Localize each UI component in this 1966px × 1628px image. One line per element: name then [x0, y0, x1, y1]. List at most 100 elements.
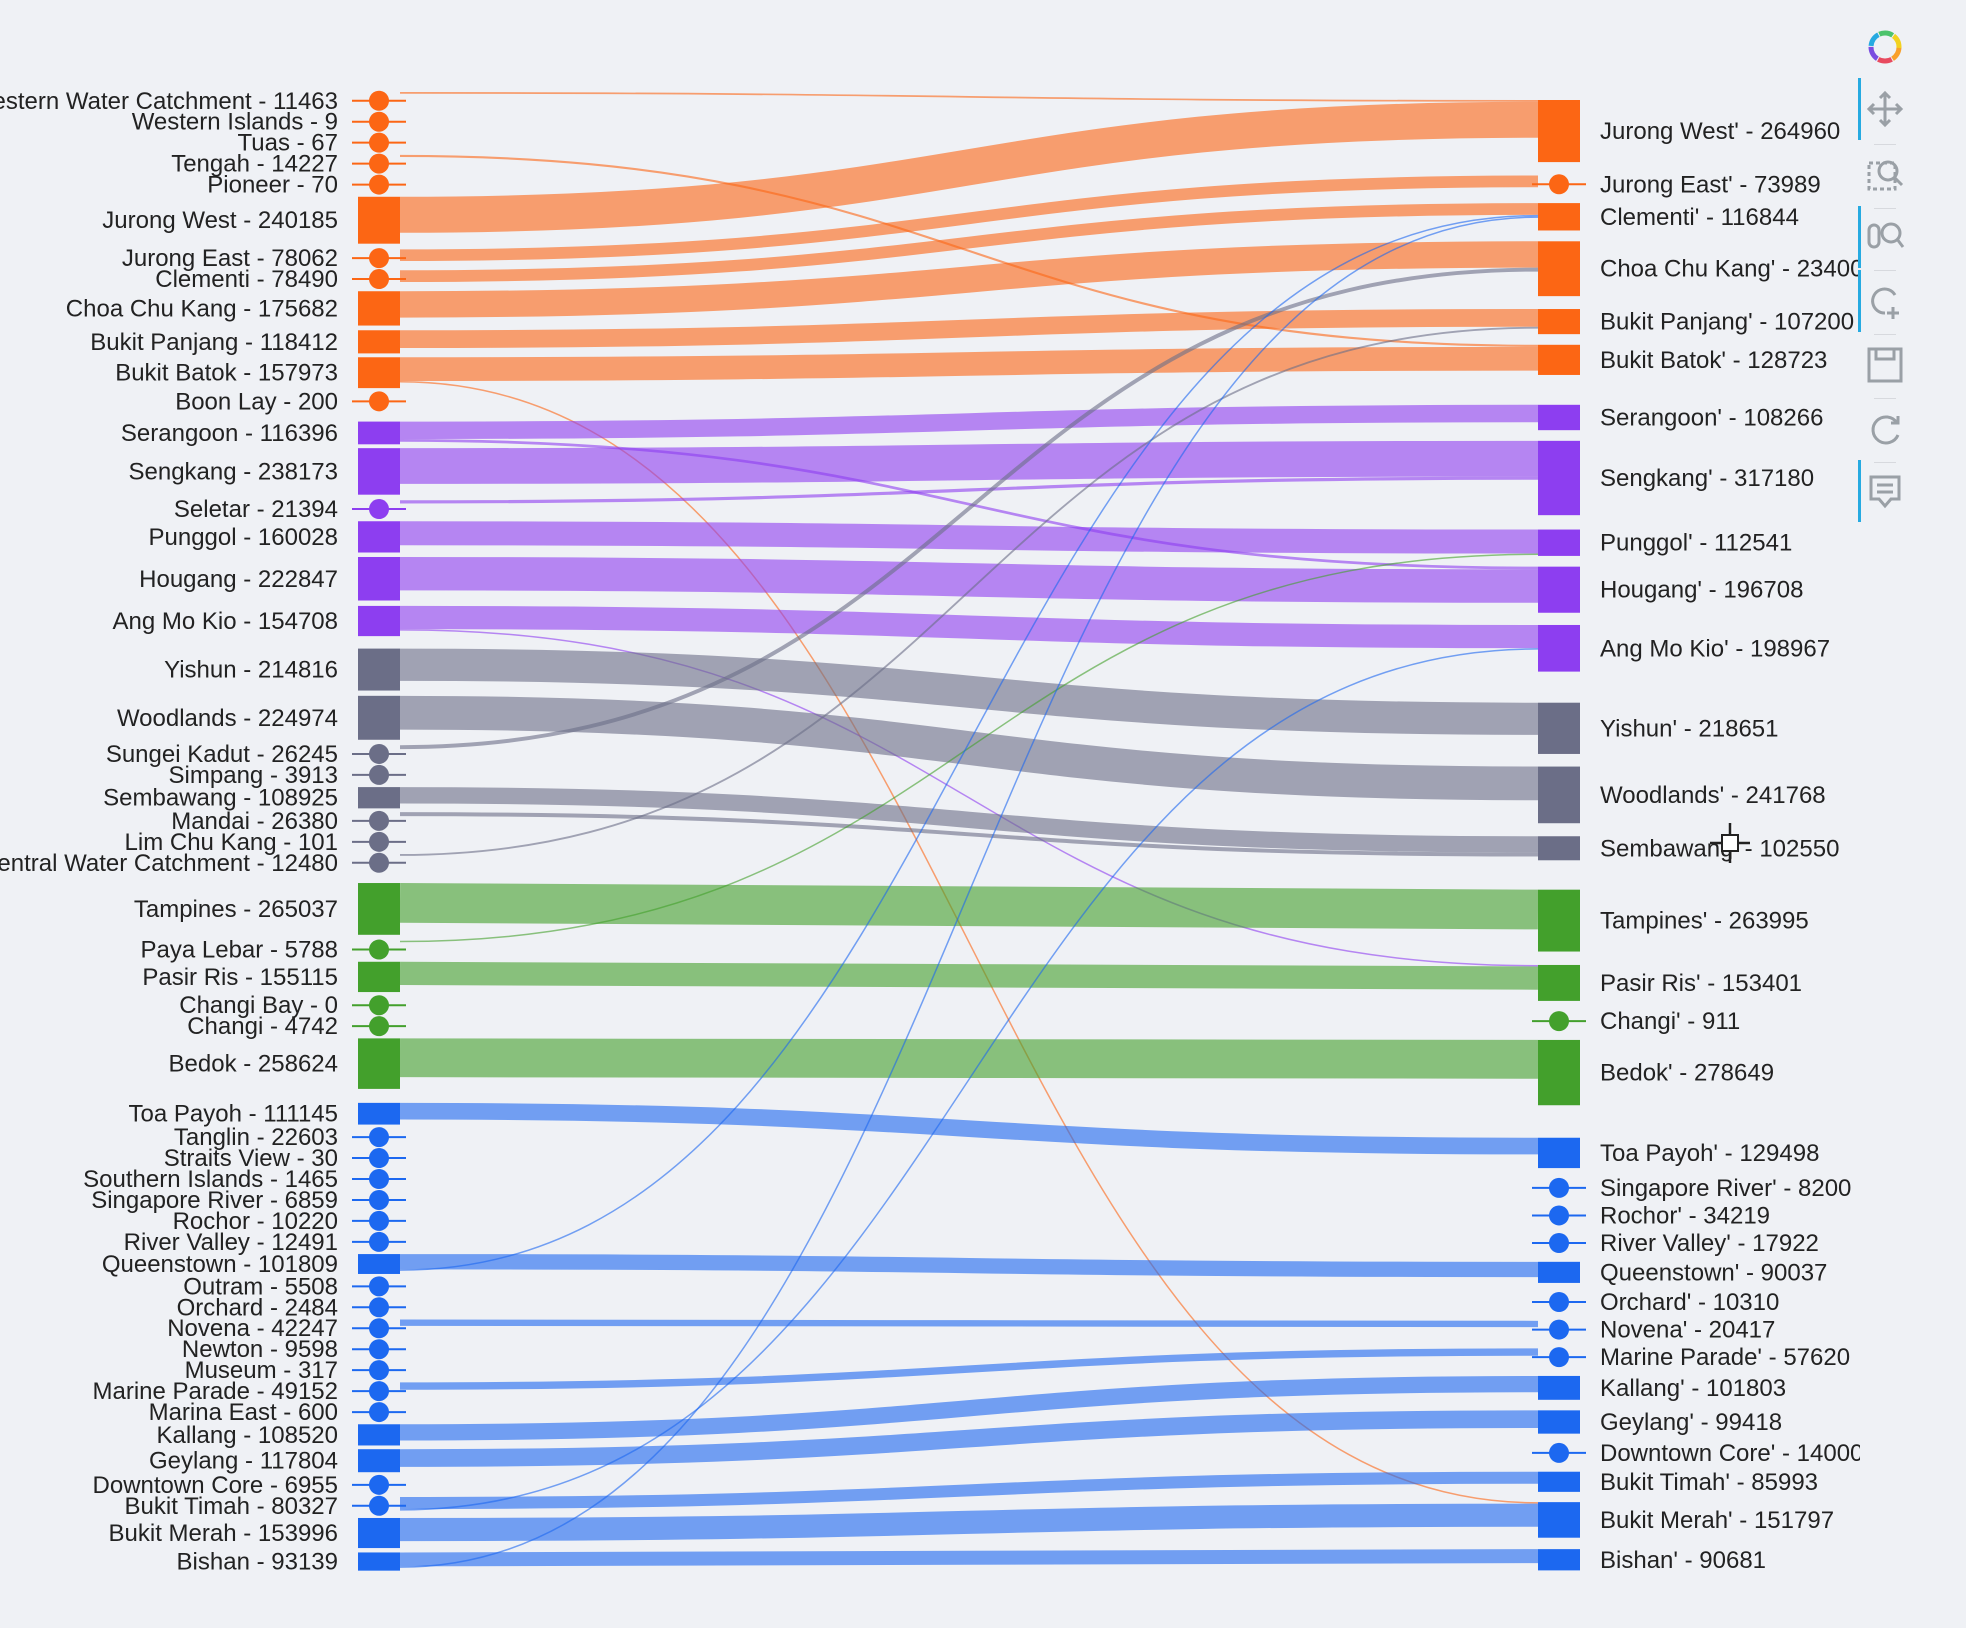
link-jurong-west-to-jurong-west[interactable] [399, 101, 1539, 233]
link-bukit-timah-to-ang-mo-kio[interactable] [399, 648, 1539, 1511]
source-node-newton-marker[interactable] [369, 1339, 389, 1360]
target-node-novena-marker[interactable] [1549, 1319, 1569, 1340]
target-node-yishun-bar[interactable] [1538, 702, 1580, 754]
link-punggol-to-punggol[interactable] [399, 521, 1539, 554]
link-jurong-east-to-jurong-east[interactable] [399, 175, 1539, 262]
link-western-water-catchment-to-jurong-west[interactable] [399, 91, 1539, 102]
target-node-bukit-panjang-bar[interactable] [1538, 309, 1580, 335]
source-node-lim-chu-kang-marker[interactable] [369, 831, 389, 852]
source-node-tengah-marker[interactable] [369, 153, 389, 174]
source-node-toa-payoh-bar[interactable] [358, 1102, 400, 1125]
target-node-jurong-east-marker[interactable] [1549, 174, 1569, 195]
link-bukit-panjang-to-bukit-panjang[interactable] [399, 309, 1539, 349]
source-node-changi-marker[interactable] [369, 1016, 389, 1037]
target-node-sembawang-bar[interactable] [1538, 836, 1580, 861]
source-node-central-water-catchment-marker[interactable] [369, 852, 389, 873]
link-novena-to-novena[interactable] [399, 1319, 1539, 1328]
zoom-in-icon[interactable] [1860, 276, 1910, 326]
source-node-punggol-bar[interactable] [358, 521, 400, 553]
link-bishan-to-clementi[interactable] [399, 216, 1539, 1568]
save-icon[interactable] [1860, 340, 1910, 390]
target-node-bedok-bar[interactable] [1538, 1039, 1580, 1106]
source-node-sungei-kadut-marker[interactable] [369, 743, 389, 764]
link-geylang-to-geylang[interactable] [399, 1410, 1539, 1467]
link-tampines-to-tampines[interactable] [399, 883, 1539, 930]
sankey-plot-area[interactable]: Western Water Catchment - 11463 Western I… [0, 0, 1860, 1628]
source-node-bedok-bar[interactable] [358, 1038, 400, 1089]
source-node-sengkang-bar[interactable] [358, 448, 400, 495]
source-node-bukit-merah-bar[interactable] [358, 1517, 400, 1549]
link-pasir-ris-to-pasir-ris[interactable] [399, 961, 1539, 990]
link-ang-mo-kio-to-ang-mo-kio[interactable] [399, 605, 1539, 649]
link-queenstown-to-clementi[interactable] [399, 214, 1539, 1271]
link-serangoon-to-serangoon[interactable] [399, 404, 1539, 440]
target-node-hougang-bar[interactable] [1538, 566, 1580, 613]
link-clementi-to-clementi[interactable] [399, 203, 1539, 283]
source-node-yishun-bar[interactable] [358, 648, 400, 691]
link-sembawang-to-sembawang[interactable] [399, 787, 1539, 853]
source-node-queenstown-bar[interactable] [358, 1254, 400, 1274]
link-bukit-merah-to-bukit-merah[interactable] [399, 1503, 1539, 1542]
reset-icon[interactable] [1860, 404, 1910, 454]
source-node-straits-view-marker[interactable] [369, 1148, 389, 1169]
source-node-river-valley-marker[interactable] [369, 1231, 389, 1252]
source-node-bukit-timah-marker[interactable] [369, 1495, 389, 1516]
source-node-hougang-bar[interactable] [358, 556, 400, 601]
bokeh-logo-icon[interactable] [1860, 22, 1910, 72]
link-yishun-to-yishun[interactable] [399, 648, 1539, 735]
target-node-geylang-bar[interactable] [1538, 1410, 1580, 1434]
pan-icon[interactable] [1860, 84, 1910, 134]
source-node-orchard-marker[interactable] [369, 1297, 389, 1318]
source-node-tuas-marker[interactable] [369, 132, 389, 153]
target-node-punggol-bar[interactable] [1538, 529, 1580, 556]
target-node-pasir-ris-bar[interactable] [1538, 964, 1580, 1001]
source-node-geylang-bar[interactable] [358, 1449, 400, 1473]
target-node-jurong-west-bar[interactable] [1538, 100, 1580, 163]
target-node-bishan-bar[interactable] [1538, 1549, 1580, 1571]
target-node-sengkang-bar[interactable] [1538, 440, 1580, 516]
source-node-outram-marker[interactable] [369, 1276, 389, 1297]
link-bukit-timah-to-bukit-timah[interactable] [399, 1471, 1539, 1510]
link-paya-lebar-to-punggol[interactable] [399, 553, 1539, 943]
link-toa-payoh-to-toa-payoh[interactable] [399, 1102, 1539, 1155]
target-node-tampines-bar[interactable] [1538, 889, 1580, 952]
source-node-mandai-marker[interactable] [369, 810, 389, 831]
link-ang-mo-kio-to-pasir-ris[interactable] [399, 629, 1539, 967]
link-queenstown-to-queenstown[interactable] [399, 1254, 1539, 1278]
link-bedok-to-bedok[interactable] [399, 1038, 1539, 1079]
box-zoom-icon[interactable] [1860, 150, 1910, 200]
source-node-jurong-east-marker[interactable] [369, 248, 389, 269]
target-node-serangoon-bar[interactable] [1538, 404, 1580, 431]
link-bukit-batok-to-bukit-batok[interactable] [399, 346, 1539, 381]
target-node-river-valley-marker[interactable] [1549, 1233, 1569, 1254]
source-node-boon-lay-marker[interactable] [369, 391, 389, 412]
target-node-queenstown-bar[interactable] [1538, 1261, 1580, 1283]
hover-icon[interactable] [1860, 466, 1910, 516]
source-node-woodlands-bar[interactable] [358, 695, 400, 740]
target-node-kallang-bar[interactable] [1538, 1375, 1580, 1400]
link-choa-chu-kang-to-choa-chu-kang[interactable] [399, 241, 1539, 318]
source-node-pasir-ris-bar[interactable] [358, 961, 400, 993]
source-node-serangoon-bar[interactable] [358, 421, 400, 445]
link-bishan-to-bishan[interactable] [399, 1549, 1539, 1567]
source-node-pioneer-marker[interactable] [369, 174, 389, 195]
source-node-seletar-marker[interactable] [369, 499, 389, 520]
source-node-ang-mo-kio-bar[interactable] [358, 605, 400, 637]
source-node-paya-lebar-marker[interactable] [369, 939, 389, 960]
link-central-water-catchment-to-bukit-panjang[interactable] [399, 326, 1539, 856]
link-sengkang-to-sengkang[interactable] [399, 440, 1539, 484]
target-node-choa-chu-kang-bar[interactable] [1538, 241, 1580, 297]
target-node-woodlands-bar[interactable] [1538, 766, 1580, 824]
target-node-changi-marker[interactable] [1549, 1011, 1569, 1032]
source-node-clementi-marker[interactable] [369, 269, 389, 290]
target-node-singapore-river-marker[interactable] [1549, 1177, 1569, 1198]
target-node-rochor-marker[interactable] [1549, 1205, 1569, 1226]
link-tengah-to-bukit-batok[interactable] [399, 154, 1539, 347]
target-node-marine-parade-marker[interactable] [1549, 1347, 1569, 1368]
source-node-western-islands-marker[interactable] [369, 111, 389, 132]
source-node-choa-chu-kang-bar[interactable] [358, 291, 400, 326]
target-node-ang-mo-kio-bar[interactable] [1538, 624, 1580, 672]
source-node-marina-east-marker[interactable] [369, 1402, 389, 1423]
link-seletar-to-sengkang[interactable] [399, 476, 1539, 504]
source-node-marine-parade-marker[interactable] [369, 1381, 389, 1402]
